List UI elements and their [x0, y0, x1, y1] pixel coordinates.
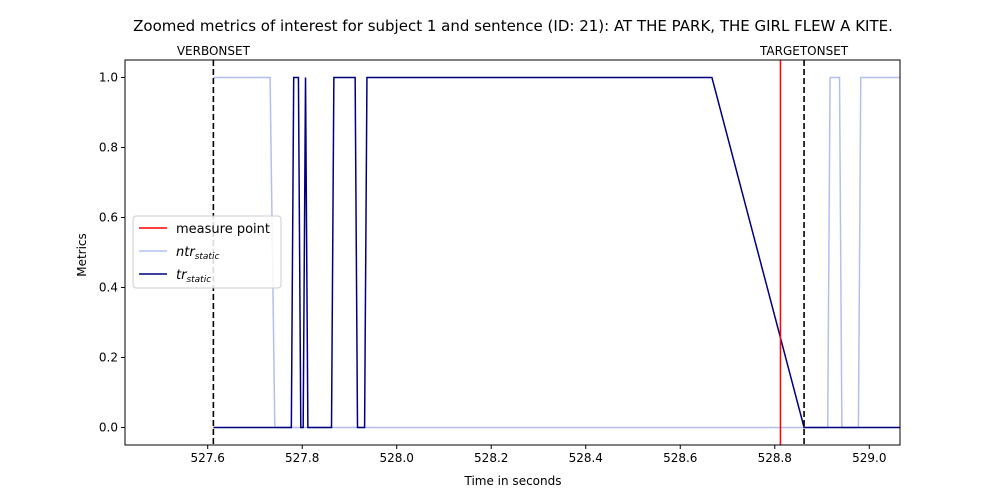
x-tick-label: 528.8	[758, 451, 792, 465]
legend-label: ntrstatic	[176, 245, 219, 262]
y-tick-label: 0.4	[99, 281, 118, 295]
plot-area: VERBONSET TARGETONSET 527.6 527.8 528.0 528.2…	[99, 44, 901, 465]
y-tick-label: 0.0	[99, 421, 118, 435]
legend-label: trstatic	[176, 268, 211, 285]
legend-label: measure point	[176, 222, 270, 237]
y-axis-label: Metrics	[75, 233, 89, 277]
x-tick-label: 528.4	[569, 451, 603, 465]
y-tick-label: 0.2	[99, 351, 118, 365]
x-tick-label: 528.2	[474, 451, 508, 465]
x-tick-label: 528.0	[380, 451, 414, 465]
series-line-tr-static	[213, 76, 900, 429]
series-line-ntr-static	[213, 76, 900, 429]
x-tick-label: 527.8	[285, 451, 319, 465]
event-label-targetonset: TARGETONSET	[759, 44, 849, 58]
legend: measure point ntrstatic trstatic	[132, 215, 282, 289]
event-label-verbonset: VERBONSET	[177, 44, 251, 58]
x-axis-label: Time in seconds	[464, 474, 562, 488]
chart-title: Zoomed metrics of interest for subject 1…	[133, 17, 893, 35]
x-tick-label: 528.6	[663, 451, 697, 465]
axes-frame	[124, 59, 901, 446]
y-tick-label: 1.0	[99, 71, 118, 85]
x-tick-label: 529.0	[852, 451, 886, 465]
y-tick-label: 0.8	[99, 141, 118, 155]
x-tick-label: 527.6	[191, 451, 225, 465]
legend-box	[132, 215, 282, 289]
y-tick-label: 0.6	[99, 211, 118, 225]
